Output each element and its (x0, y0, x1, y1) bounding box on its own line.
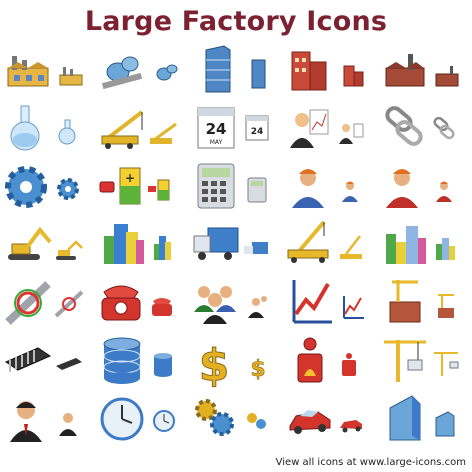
gear-icon (2, 158, 96, 216)
glass-building-icon (378, 390, 472, 448)
office-building-icon (190, 42, 284, 100)
footer-link[interactable]: View all icons at www.large-icons.com (275, 457, 466, 468)
excavator-icon (2, 216, 96, 274)
skyline-bars-icon (378, 216, 472, 274)
team-icon (190, 274, 284, 332)
page-title: Large Factory Icons (84, 6, 388, 37)
tower-crane-icon (378, 332, 472, 390)
svg-text:$: $ (199, 340, 230, 390)
mobile-crane-icon (284, 216, 378, 274)
calendar-day: 24 (206, 120, 227, 138)
battery-plug-icon: + (96, 158, 190, 216)
gears-icon (190, 390, 284, 448)
clock-icon (96, 390, 190, 448)
construction-site-icon (378, 274, 472, 332)
calculator-icon (190, 158, 284, 216)
dollar-icon: $ $ (190, 332, 284, 391)
pipe-fitting-icon (2, 274, 96, 332)
flask-icon (2, 100, 96, 158)
businessman-icon (2, 390, 96, 448)
truck-icon (190, 216, 284, 274)
worker-blue-icon (284, 158, 378, 216)
microchip-icon (2, 332, 96, 390)
line-chart-icon (284, 274, 378, 332)
svg-text:$: $ (250, 357, 265, 382)
calendar-month: MAY (210, 139, 223, 146)
brick-building-icon (284, 42, 378, 100)
manager-chart-icon (284, 100, 378, 158)
calendar-icon: 24 MAY 24 (190, 100, 284, 158)
plant-icon (378, 42, 472, 100)
pipeline-tanks-icon (96, 42, 190, 100)
car-icon (284, 390, 378, 448)
chain-link-icon (378, 100, 472, 158)
crane-truck-icon (96, 100, 190, 158)
telephone-icon (96, 274, 190, 332)
factory-icon (2, 42, 96, 100)
calendar-day-small: 24 (251, 127, 264, 137)
database-icon (96, 332, 190, 390)
worker-red-icon (378, 158, 472, 216)
city-buildings-icon (96, 216, 190, 274)
icon-grid: 24 MAY 24 + (0, 42, 472, 447)
fire-extinguisher-icon (284, 332, 378, 390)
svg-text:+: + (125, 171, 135, 185)
